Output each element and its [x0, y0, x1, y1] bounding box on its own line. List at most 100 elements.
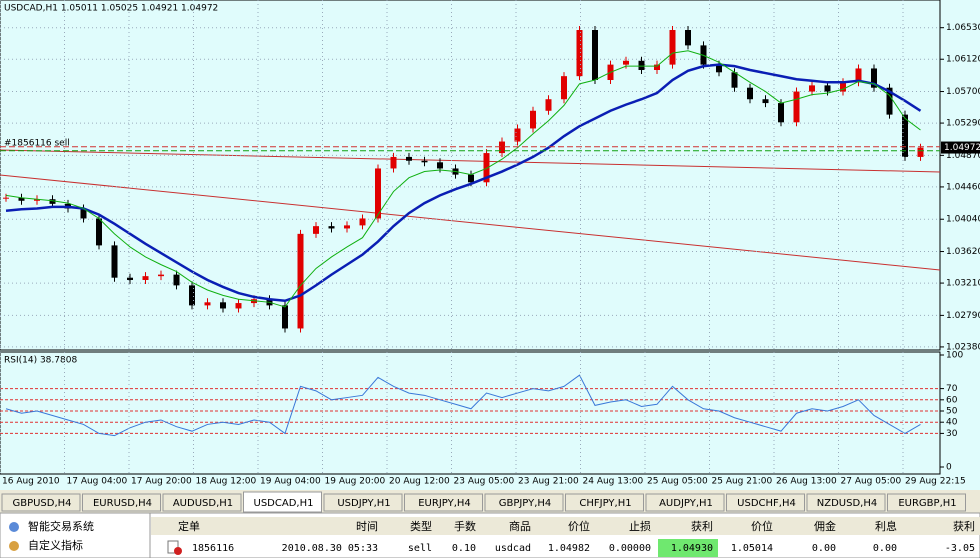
tab-label[interactable]: NZDUSD,H4: [817, 498, 877, 509]
column-header[interactable]: 手数: [454, 519, 476, 533]
y-tick-label: 1.02790: [946, 311, 980, 321]
x-tick-label: 24 Aug 13:00: [583, 477, 644, 487]
rsi-line: [5, 374, 921, 437]
tab[interactable]: [162, 493, 242, 512]
candle: [80, 208, 87, 219]
candle: [545, 99, 552, 111]
x-tick-label: 19 Aug 20:00: [325, 477, 386, 487]
column-header[interactable]: 价位: [751, 519, 773, 533]
tab-label[interactable]: AUDUSD,H1: [173, 498, 233, 509]
tab[interactable]: [243, 491, 322, 513]
candle: [158, 274, 164, 277]
column-header[interactable]: 商品: [509, 519, 531, 533]
tab[interactable]: [404, 493, 483, 512]
candle: [561, 76, 567, 100]
y-tick-label: 40: [946, 418, 958, 428]
column-header[interactable]: 利息: [875, 519, 897, 533]
y-tick-label: 1.05290: [946, 119, 980, 129]
candle: [49, 199, 56, 204]
y-tick-label: 1.04460: [946, 182, 980, 192]
y-tick-label: 1.04870: [946, 151, 980, 161]
x-tick-label: 17 Aug 04:00: [67, 477, 128, 487]
nav-item[interactable]: 自定义指标: [28, 538, 83, 552]
cell: 2010.08.30 05:33: [282, 543, 378, 554]
tab[interactable]: [82, 493, 161, 512]
x-tick-label: 18 Aug 12:00: [196, 477, 257, 487]
candle: [762, 99, 769, 104]
tab-label[interactable]: GBPJPY,H4: [499, 498, 552, 509]
column-header[interactable]: 类型: [410, 519, 432, 533]
tab-label[interactable]: EURGBP,H1: [898, 498, 956, 509]
candle: [731, 72, 738, 88]
candle: [747, 87, 753, 100]
y-tick-label: 1.04040: [946, 215, 980, 225]
tab-label[interactable]: EURUSD,H4: [93, 498, 152, 509]
column-header[interactable]: 价位: [568, 519, 590, 533]
candle: [406, 156, 412, 161]
y-tick-label: 1.03210: [946, 279, 980, 289]
cell: 1.04982: [548, 543, 590, 554]
table-header: [151, 517, 980, 535]
moving-average: [5, 63, 922, 303]
y-tick-label: 50: [946, 407, 958, 417]
tab[interactable]: [484, 493, 564, 512]
tab-label[interactable]: EURJPY,H4: [418, 498, 471, 509]
tab[interactable]: [806, 493, 886, 512]
candle: [483, 153, 490, 183]
x-tick-label: 26 Aug 13:00: [776, 477, 837, 487]
y-tick-label: 1.02380: [946, 342, 980, 352]
y-tick-label: 1.03620: [946, 247, 980, 257]
candle: [437, 162, 443, 169]
tab-label[interactable]: GBPUSD,H4: [12, 498, 71, 509]
candle: [530, 110, 536, 129]
candle: [313, 226, 319, 234]
x-tick-label: 29 Aug 22:15: [905, 477, 966, 487]
column-header[interactable]: 止损: [629, 519, 651, 533]
tab[interactable]: [645, 493, 725, 512]
icon: [9, 541, 19, 551]
column-header[interactable]: 获利: [691, 520, 713, 533]
candle: [514, 128, 521, 142]
candle: [297, 233, 304, 329]
candle: [886, 87, 893, 115]
tab-label[interactable]: USDCAD,H1: [254, 498, 314, 509]
tab-label[interactable]: AUDJPY,H1: [659, 498, 713, 509]
column-header[interactable]: 时间: [356, 520, 378, 533]
candle: [685, 30, 691, 46]
column-header[interactable]: 佣金: [814, 519, 836, 533]
tab-label[interactable]: USDCHF,H4: [737, 498, 796, 509]
tab[interactable]: [323, 493, 403, 512]
tab[interactable]: [1, 493, 81, 512]
candle: [204, 302, 211, 306]
cell: 0.10: [452, 543, 476, 554]
tab[interactable]: [887, 493, 966, 512]
cell: -3.05: [945, 543, 975, 554]
tab-label[interactable]: CHFJPY,H1: [579, 498, 631, 509]
candle: [669, 30, 676, 65]
column-header[interactable]: 定单: [178, 519, 200, 533]
main-pane: [0, 0, 941, 351]
candle: [111, 245, 118, 278]
x-tick-label: 20 Aug 12:00: [389, 477, 450, 487]
tab[interactable]: [726, 493, 805, 512]
tab[interactable]: [565, 493, 644, 512]
rsi-pane: [0, 351, 941, 475]
rsi-title: RSI(14) 38.7808: [4, 356, 77, 366]
trend-line: [0, 174, 941, 271]
candle: [96, 218, 102, 246]
candle: [638, 60, 645, 70]
candle: [3, 197, 9, 199]
candle: [18, 197, 25, 201]
column-header[interactable]: 获利: [953, 520, 975, 533]
candle: [282, 305, 288, 329]
tab-label[interactable]: USDJPY,H1: [337, 498, 390, 509]
tp-cell: [658, 539, 718, 557]
candle: [654, 64, 660, 70]
cell: 0.00000: [609, 543, 651, 554]
candle: [793, 91, 800, 123]
candle: [173, 274, 180, 286]
cell: 0.00: [812, 543, 836, 554]
candle: [359, 218, 366, 226]
nav-item[interactable]: 智能交易系统: [28, 519, 94, 533]
